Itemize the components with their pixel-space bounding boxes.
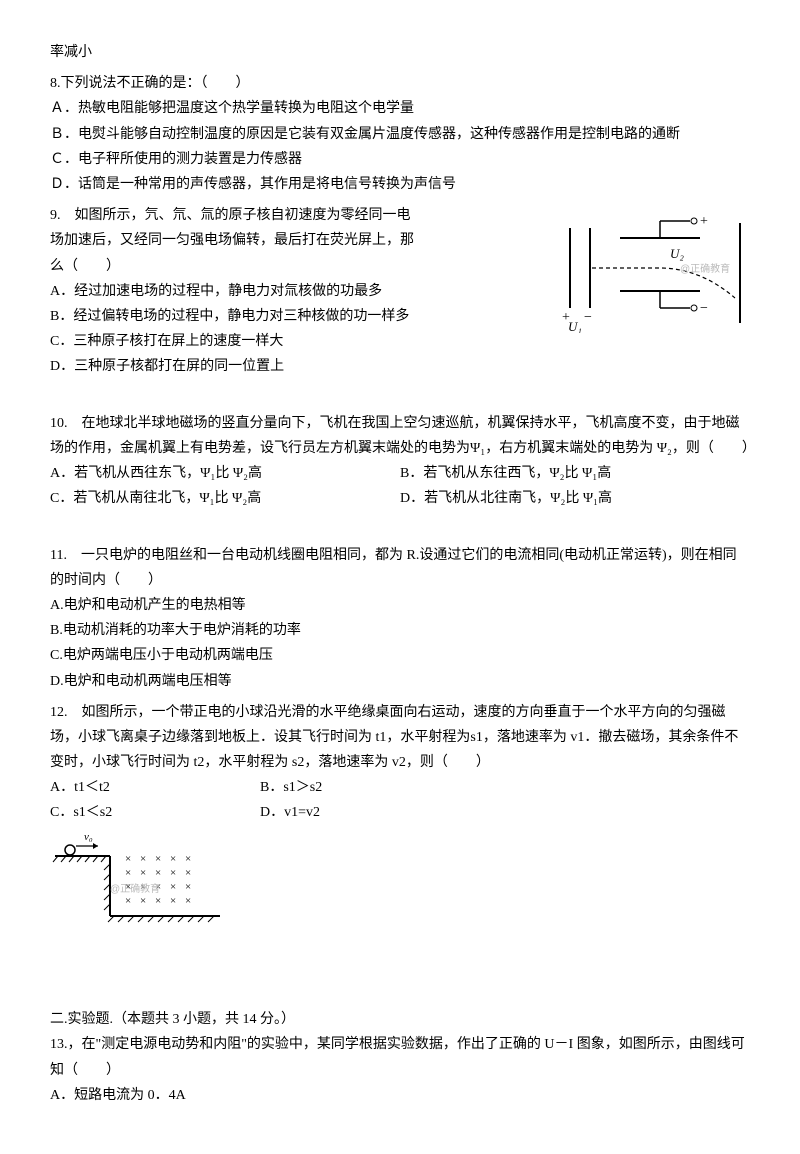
svg-text:×: × (155, 853, 161, 865)
q13-opt-a: A．短路电流为 0．4A (50, 1083, 750, 1108)
q10-opt-c: C．若飞机从南往北飞，Ψ₁比 Ψ₂高 (50, 486, 400, 511)
q8: 8.下列说法不正确的是：（ ） Ａ．热敏电阻能够把温度这个热学量转换为电阻这个电… (50, 71, 750, 197)
svg-text:×: × (170, 881, 176, 893)
q13-stem: 13.，在"测定电源电动势和内阻"的实验中，某同学根据实验数据，作出了正确的 U… (50, 1032, 750, 1082)
q9-bot-minus: − (700, 301, 708, 316)
q10-opt-a: A．若飞机从西往东飞，Ψ₁比 Ψ₂高 (50, 461, 400, 486)
q11-opt-c: C.电炉两端电压小于电动机两端电压 (50, 643, 750, 668)
q10-opt-d: D．若飞机从北往南飞，Ψ₂比 Ψ₁高 (400, 486, 750, 511)
q12-figure: v₀ ××××× ××××× ××××× ××××× @正确教育 (50, 826, 230, 926)
svg-text:×: × (185, 895, 191, 907)
svg-text:×: × (185, 881, 191, 893)
svg-text:×: × (185, 867, 191, 879)
q8-stem: 8.下列说法不正确的是：（ ） (50, 71, 750, 96)
q12-opt-b: B．s1＞s2 (260, 775, 470, 800)
q9-figure: + − U₁ + − U₂ @正确教育 (560, 203, 750, 333)
svg-text:×: × (155, 867, 161, 879)
q10-options: A．若飞机从西往东飞，Ψ₁比 Ψ₂高 B．若飞机从东往西飞，Ψ₂比 Ψ₁高 C．… (50, 461, 750, 511)
svg-text:×: × (185, 853, 191, 865)
q7-fragment: 率减小 (50, 40, 750, 65)
q8-opt-c: Ｃ．电子秤所使用的测力装置是力传感器 (50, 147, 750, 172)
q12-v0-label: v₀ (84, 831, 93, 843)
q9-opt-d: D．三种原子核都打在屏的同一位置上 (50, 354, 750, 379)
q11-stem: 11. 一只电炉的电阻丝和一台电动机线圈电阻相同，都为 R.设通过它们的电流相同… (50, 543, 750, 593)
q9-minus-left: − (584, 310, 592, 325)
svg-text:×: × (170, 867, 176, 879)
svg-text:×: × (125, 867, 131, 879)
svg-text:×: × (125, 853, 131, 865)
q10-stem: 10. 在地球北半球地磁场的竖直分量向下，飞机在我国上空匀速巡航，机翼保持水平，… (50, 411, 750, 461)
q9-u1-label: U₁ (568, 319, 582, 333)
q13: 13.，在"测定电源电动势和内阻"的实验中，某同学根据实验数据，作出了正确的 U… (50, 1032, 750, 1108)
q7-text: 率减小 (50, 45, 92, 60)
q11: 11. 一只电炉的电阻丝和一台电动机线圈电阻相同，都为 R.设通过它们的电流相同… (50, 543, 750, 694)
q8-opt-b: Ｂ．电熨斗能够自动控制温度的原因是它装有双金属片温度传感器，这种传感器作用是控制… (50, 122, 750, 147)
q12-opt-c: C．s1＜s2 (50, 800, 260, 825)
svg-text:×: × (170, 853, 176, 865)
q8-opt-d: Ｄ．话筒是一种常用的声传感器，其作用是将电信号转换为声信号 (50, 172, 750, 197)
q9-u2-label: U₂ (670, 246, 684, 261)
q12: 12. 如图所示，一个带正电的小球沿光滑的水平绝缘桌面向右运动，速度的方向垂直于… (50, 700, 750, 926)
section-2-header: 二.实验题.（本题共 3 小题，共 14 分。） (50, 1007, 750, 1032)
svg-text:×: × (170, 895, 176, 907)
q10-opt-b: B．若飞机从东往西飞，Ψ₂比 Ψ₁高 (400, 461, 750, 486)
q11-opt-a: A.电炉和电动机产生的电热相等 (50, 593, 750, 618)
q12-opt-d: D．v1=v2 (260, 800, 470, 825)
q12-watermark: @正确教育 (110, 881, 160, 899)
q9: + − U₁ + − U₂ @正确教育 9. 如图所示，氕、氘、氚的原子核自初速… (50, 203, 750, 379)
q9-top-plus: + (700, 214, 708, 229)
q11-opt-b: B.电动机消耗的功率大于电炉消耗的功率 (50, 618, 750, 643)
q12-opt-a: A．t1＜t2 (50, 775, 260, 800)
q9-watermark: @正确教育 (680, 261, 730, 279)
svg-text:×: × (140, 853, 146, 865)
q12-options: A．t1＜t2 B．s1＞s2 C．s1＜s2 D．v1=v2 (50, 775, 470, 825)
q12-stem: 12. 如图所示，一个带正电的小球沿光滑的水平绝缘桌面向右运动，速度的方向垂直于… (50, 700, 750, 776)
q11-opt-d: D.电炉和电动机两端电压相等 (50, 669, 750, 694)
q8-opt-a: Ａ．热敏电阻能够把温度这个热学量转换为电阻这个电学量 (50, 96, 750, 121)
q10: 10. 在地球北半球地磁场的竖直分量向下，飞机在我国上空匀速巡航，机翼保持水平，… (50, 411, 750, 512)
svg-text:×: × (140, 867, 146, 879)
